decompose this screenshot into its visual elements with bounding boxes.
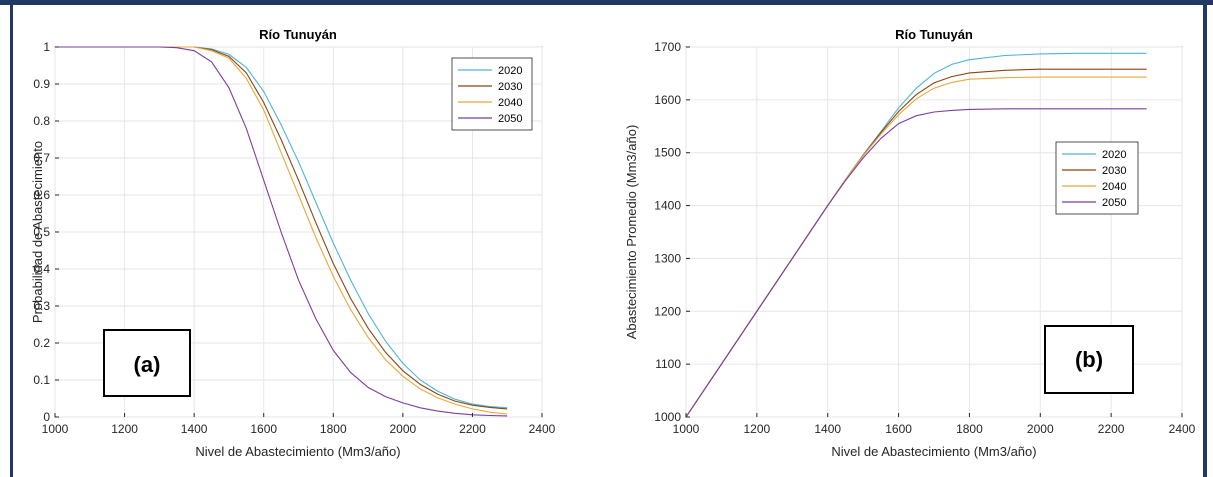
chart-a-ytick-label-4: 0.4 <box>33 262 50 276</box>
chart-b-xtick-label-2: 1400 <box>814 422 841 436</box>
chart-a-ytick-label-2: 0.2 <box>33 336 50 350</box>
chart-a-xtick-label-6: 2200 <box>459 422 486 436</box>
chart-b-legend-label-2020: 2020 <box>1102 149 1126 161</box>
chart-b-xtick-label-7: 2400 <box>1169 422 1196 436</box>
chart-a-legend-label-2050: 2050 <box>498 113 522 125</box>
chart-a-legend-label-2030: 2030 <box>498 81 522 93</box>
chart-a-xtick-label-5: 2000 <box>390 422 417 436</box>
chart-b-xtick-label-3: 1600 <box>885 422 912 436</box>
chart-a-xtick-label-3: 1600 <box>250 422 277 436</box>
chart-b-series-2050 <box>685 108 1147 418</box>
chart-a-series-2040 <box>55 46 508 415</box>
chart-b-ytick-label-1: 1100 <box>655 357 681 371</box>
chart-b-series <box>685 52 1147 418</box>
chart-b-panel-label-box <box>1044 325 1134 394</box>
chart-a-ylabel: Probabilidad de Abastecimiento <box>30 141 45 323</box>
chart-a-series-2050 <box>55 46 508 417</box>
chart-a-legend: 2020 2030 2040 2050 <box>451 57 533 131</box>
chart-b-series-2030 <box>685 68 1147 418</box>
chart-a-ytick-label-8: 0.8 <box>33 114 50 128</box>
chart-b-legend-box <box>1055 141 1139 215</box>
chart-b-ytick-label-3: 1300 <box>654 251 681 265</box>
chart-a-xtick-label-4: 1800 <box>320 422 347 436</box>
chart-b-ylabel: Abastecimiento Promedio (Mm3/año) <box>624 125 639 340</box>
chart-a-ytick-label-10: 1 <box>43 40 50 54</box>
chart-a: 1000 1200 1400 1600 1800 2000 2200 2400 0 0.1 0.2 0… <box>30 27 556 459</box>
chart-b-ytick-label-6: 1600 <box>654 93 681 107</box>
chart-b-plot-area <box>685 46 1183 418</box>
chart-b-xtick-label-4: 1800 <box>956 422 983 436</box>
chart-b-ytick-label-4: 1400 <box>654 199 681 213</box>
chart-a-ticks: 1000 1200 1400 1600 1800 2000 2200 2400 0 0.1 0.2 0… <box>33 40 555 436</box>
chart-b-legend-label-2040: 2040 <box>1102 181 1126 193</box>
chart-a-xtick-label-1: 1200 <box>111 422 138 436</box>
chart-a-ytick-label-3: 0.3 <box>33 299 50 313</box>
frame-left-border <box>10 5 13 477</box>
chart-a-ytick-label-0: 0 <box>43 410 50 424</box>
chart-a-title: Río Tunuyán <box>259 27 337 42</box>
chart-a-panel-label-box <box>103 329 191 397</box>
frame-right-border <box>1203 5 1207 477</box>
chart-b-ticks: 1000 1200 1400 1600 1800 2000 2200 2400 1000 1100… <box>654 40 1195 436</box>
chart-b-panel-label: (b) <box>1075 347 1103 372</box>
chart-b-xlabel: Nivel de Abastecimiento (Mm3/año) <box>831 444 1036 459</box>
chart-b-series-2020 <box>685 52 1147 418</box>
chart-b-xtick-label-5: 2000 <box>1027 422 1054 436</box>
chart-b-ytick-label-2: 1200 <box>654 304 681 318</box>
chart-b-grid <box>685 46 1183 418</box>
chart-b-ytick-label-7: 1700 <box>654 40 681 54</box>
chart-a-legend-label-2020: 2020 <box>498 65 522 77</box>
chart-a-series-2020 <box>55 46 508 409</box>
chart-a-ytick-label-5: 0.5 <box>33 225 50 239</box>
chart-a-series-2030 <box>55 46 508 410</box>
chart-a-xtick-label-7: 2400 <box>529 422 556 436</box>
chart-a-xtick-label-2: 1400 <box>181 422 208 436</box>
chart-a-ytick-label-1: 0.1 <box>33 373 50 387</box>
chart-a-series <box>55 46 508 417</box>
chart-b-title: Río Tunuyán <box>895 27 973 42</box>
chart-b-legend-label-2030: 2030 <box>1102 165 1126 177</box>
chart-a-ytick-label-6: 0.6 <box>33 188 50 202</box>
chart-a-panel-label: (a) <box>134 352 161 377</box>
chart-a-xlabel: Nivel de Abastecimiento (Mm3/año) <box>195 444 400 459</box>
chart-a-xtick-label-0: 1000 <box>42 422 69 436</box>
chart-a-ytick-label-9: 0.9 <box>33 77 50 91</box>
chart-a-legend-label-2040: 2040 <box>498 97 522 109</box>
chart-b-xtick-label-6: 2200 <box>1098 422 1125 436</box>
chart-b-xtick-label-0: 1000 <box>673 422 700 436</box>
chart-b-legend-label-2050: 2050 <box>1102 197 1126 209</box>
chart-b-xtick-label-1: 1200 <box>744 422 771 436</box>
chart-b-ytick-label-5: 1500 <box>654 146 681 160</box>
chart-b-series-2040 <box>685 76 1147 418</box>
frame-top-border <box>0 0 1213 5</box>
chart-b-legend: 2020 2030 2040 2050 <box>1055 141 1139 215</box>
chart-a-ytick-label-7: 0.7 <box>33 151 50 165</box>
chart-b-ytick-label-0: 1000 <box>654 410 681 424</box>
